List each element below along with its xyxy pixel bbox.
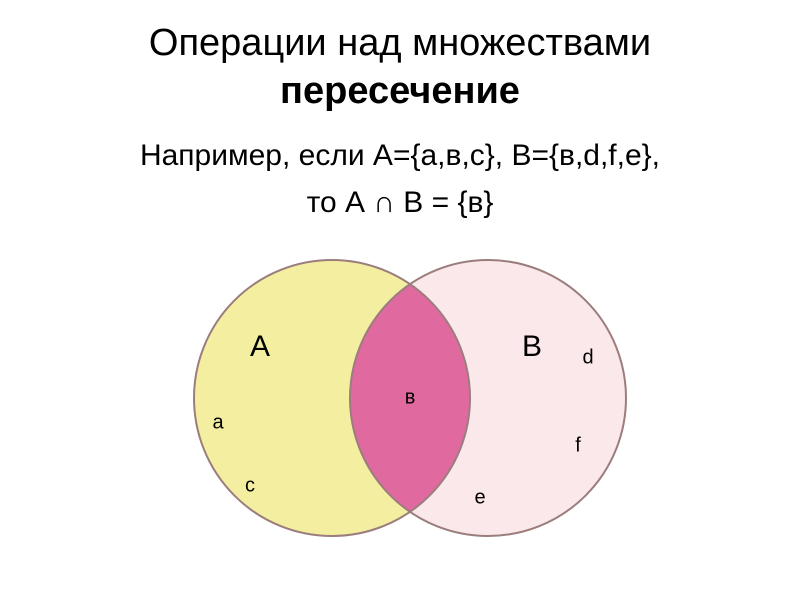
slide-title: Операции над множествами пересечение — [0, 20, 800, 115]
title-line1: Операции над множествами — [0, 20, 800, 68]
example-text: Например, если А={а,в,с}, В={в,d,f,e}, т… — [0, 133, 800, 226]
example-line1: Например, если А={а,в,с}, В={в,d,f,e}, — [0, 133, 800, 180]
venn-label-elem-f: f — [575, 434, 581, 456]
venn-label-set-b: В — [522, 330, 542, 363]
example-line2: то А ∩ В = {в} — [0, 180, 800, 227]
venn-label-elem-v: в — [405, 386, 416, 408]
slide: Операции над множествами пересечение Нап… — [0, 0, 800, 600]
venn-label-elem-e: e — [474, 486, 485, 508]
venn-label-elem-c: c — [245, 474, 255, 496]
venn-label-elem-a: a — [212, 411, 224, 433]
venn-label-set-a: А — [250, 330, 270, 363]
venn-diagram: А В a c в d f e — [140, 238, 660, 548]
venn-label-elem-d: d — [582, 346, 593, 368]
title-line2: пересечение — [0, 68, 800, 116]
